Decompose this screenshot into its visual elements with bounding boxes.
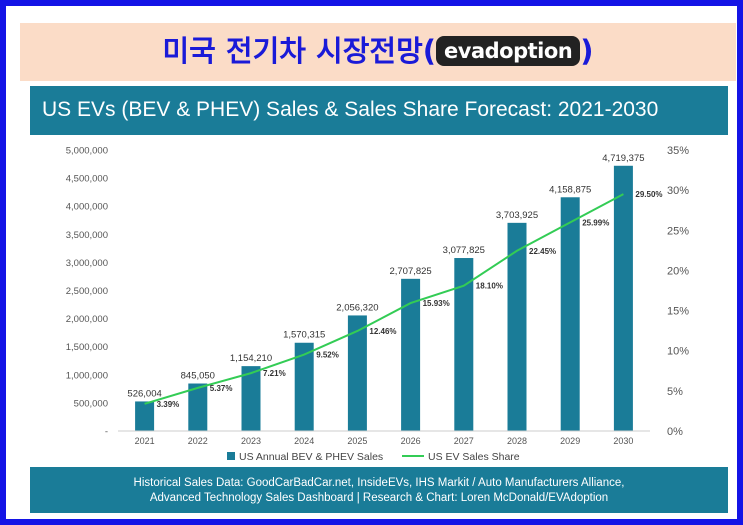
share-value-label: 15.93%	[423, 299, 450, 308]
bar-value-label: 4,719,375	[602, 153, 644, 164]
banner-title: 미국 전기차 시장전망(evadoption)	[20, 33, 736, 69]
y-right-tick-label: 25%	[667, 225, 689, 237]
y-right-tick-label: 35%	[667, 145, 689, 157]
x-tick-label: 2022	[188, 436, 208, 446]
bar	[135, 401, 155, 431]
y-left-tick-label: 3,500,000	[66, 230, 108, 241]
bar	[560, 197, 580, 431]
y-left-tick-label: 1,000,000	[66, 370, 108, 381]
chart-title: US EVs (BEV & PHEV) Sales & Sales Share …	[42, 98, 659, 121]
y-right-tick-label: 0%	[667, 426, 683, 438]
korean-banner: 미국 전기차 시장전망(evadoption)	[20, 23, 736, 81]
y-left-tick-label: 2,000,000	[66, 314, 108, 325]
bar-value-label: 526,004	[127, 388, 161, 399]
bar	[294, 342, 314, 431]
y-left-tick-label: 3,000,000	[66, 258, 108, 269]
x-tick-label: 2025	[347, 436, 367, 446]
y-left-tick-label: 2,500,000	[66, 286, 108, 297]
y-right-tick-label: 5%	[667, 386, 683, 398]
bar-value-label: 3,703,925	[496, 210, 538, 221]
y-left-tick-label: -	[105, 427, 108, 438]
x-tick-label: 2023	[241, 436, 261, 446]
y-right-tick-label: 20%	[667, 265, 689, 277]
bar	[401, 278, 421, 431]
y-left-tick-label: 5,000,000	[66, 146, 108, 157]
x-tick-label: 2026	[401, 436, 421, 446]
bar-value-label: 1,570,315	[283, 330, 325, 341]
share-value-label: 22.45%	[529, 247, 556, 256]
y-right-tick-label: 10%	[667, 346, 689, 358]
x-tick-label: 2029	[560, 436, 580, 446]
evadoption-logo: evadoption	[436, 36, 581, 66]
bar-value-label: 2,707,825	[389, 266, 431, 277]
share-value-label: 18.10%	[476, 282, 503, 291]
share-value-label: 3.39%	[157, 400, 180, 409]
y-left-tick-label: 500,000	[74, 398, 108, 409]
share-value-label: 29.50%	[635, 190, 662, 199]
sales-share-line	[144, 193, 624, 405]
x-tick-label: 2021	[135, 436, 155, 446]
bar-value-label: 1,154,210	[230, 353, 272, 364]
footer-source-line-1: Historical Sales Data: GoodCarBadCar.net…	[133, 477, 625, 489]
bar	[347, 315, 367, 431]
open-paren: (	[422, 34, 437, 68]
y-left-tick-label: 4,000,000	[66, 202, 108, 213]
share-value-label: 7.21%	[263, 369, 286, 378]
share-value-label: 25.99%	[582, 218, 609, 227]
legend-bar-label: US Annual BEV & PHEV Sales	[239, 451, 383, 463]
y-right-tick-label: 30%	[667, 185, 689, 197]
chart-plot: - 500,000 1,000,000 1,500,000 2,000,000 2,500…	[66, 145, 690, 463]
korean-title-text: 미국 전기차 시장전망	[162, 34, 423, 68]
bar	[507, 222, 527, 431]
bar-value-label: 2,056,320	[336, 302, 378, 313]
bar	[454, 258, 474, 431]
y-right-tick-label: 15%	[667, 306, 689, 318]
share-value-label: 9.52%	[316, 351, 339, 360]
x-tick-label: 2027	[454, 436, 474, 446]
bar-value-label: 3,077,825	[443, 245, 485, 256]
bar-value-label: 4,158,875	[549, 184, 591, 195]
x-tick-label: 2024	[294, 436, 314, 446]
bar	[188, 383, 208, 431]
share-value-label: 12.46%	[369, 327, 396, 336]
y-left-tick-label: 4,500,000	[66, 174, 108, 185]
close-paren: )	[580, 34, 594, 68]
x-tick-label: 2028	[507, 436, 527, 446]
share-value-label: 5.37%	[210, 384, 233, 393]
chart-footer: Historical Sales Data: GoodCarBadCar.net…	[30, 467, 728, 513]
chart-header: US EVs (BEV & PHEV) Sales & Sales Share …	[30, 86, 728, 135]
x-tick-label: 2030	[613, 436, 633, 446]
y-left-tick-label: 1,500,000	[66, 342, 108, 353]
footer-source-line-2: Advanced Technology Sales Dashboard | Re…	[149, 492, 609, 504]
bar	[241, 366, 261, 431]
bar-value-label: 845,050	[181, 371, 215, 382]
legend-bar-swatch	[227, 452, 235, 460]
legend-line-label: US EV Sales Share	[428, 451, 520, 463]
bar	[613, 165, 633, 431]
